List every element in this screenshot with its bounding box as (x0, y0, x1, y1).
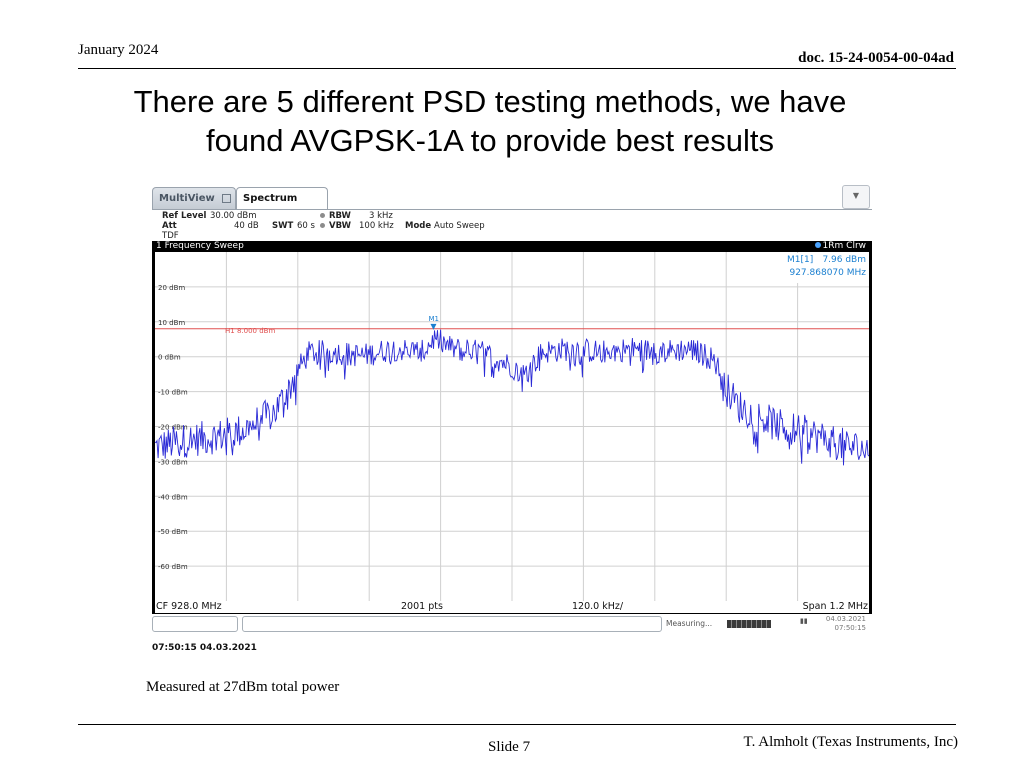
rbw-setting[interactable]: RBW (320, 211, 351, 221)
y-tick-label: -10 dBm (158, 389, 188, 397)
y-tick-label: 20 dBm (158, 284, 185, 292)
trace-legend-label: 1Rm Clrw (822, 241, 866, 251)
lxi-icon: ▮▮ (800, 617, 808, 625)
frequency-axis-bar: CF 928.0 MHz 2001 pts 120.0 kHz/ Span 1.… (152, 601, 872, 614)
status-box-message[interactable] (242, 616, 662, 632)
sweep-title-bar: 1 Frequency Sweep 1Rm Clrw (152, 241, 872, 252)
tab-divider (152, 209, 872, 210)
vbw-setting[interactable]: VBW (320, 221, 351, 231)
slide-title: There are 5 different PSD testing method… (60, 82, 920, 160)
progress-indicator (727, 620, 771, 628)
ref-level-label: Ref Level (162, 211, 207, 221)
header-date: January 2024 (78, 42, 159, 58)
marker-m1-label: M1 (428, 315, 439, 323)
chevron-down-icon: ▼ (852, 191, 860, 200)
y-tick-label: 0 dBm (158, 354, 181, 362)
tab-spectrum[interactable]: Spectrum (236, 187, 328, 209)
status-datetime: ▮▮ 04.03.2021 07:50:15 (800, 615, 866, 633)
dot-icon (320, 223, 325, 228)
slide-number: Slide 7 (488, 739, 531, 755)
y-tick-label: -50 dBm (158, 528, 188, 536)
marker-level: 7.96 dBm (822, 255, 866, 265)
slide-title-line2: found AVGPSK-1A to provide best results (205, 123, 775, 158)
dot-icon (320, 213, 325, 218)
spectrum-display: 20 dBm 10 dBm 0 dBm -10 dBm -20 dBm -30 dBm -4… (152, 252, 872, 614)
y-tick-label: -40 dBm (158, 493, 188, 501)
vbw-label: VBW (329, 221, 351, 231)
vbw-value[interactable]: 100 kHz (359, 221, 394, 231)
tab-multiview[interactable]: MultiView (152, 187, 236, 209)
screenshot-timestamp: 07:50:15 04.03.2021 (152, 643, 257, 653)
mode-label: Mode (405, 221, 432, 231)
marker-frequency: 927.868070 MHz (789, 268, 866, 278)
rbw-value[interactable]: 3 kHz (369, 211, 393, 221)
footer-rule (78, 724, 956, 725)
trace-legend[interactable]: 1Rm Clrw (814, 241, 866, 252)
swt-label: SWT (272, 221, 294, 231)
threshold-label: H1 8.000 dBm (225, 327, 275, 335)
mode-value[interactable]: Auto Sweep (434, 221, 485, 231)
frequency-per-division: 120.0 kHz/ (572, 601, 624, 612)
figure-caption: Measured at 27dBm total power (146, 679, 340, 695)
window-icon (222, 194, 231, 203)
sweep-title: 1 Frequency Sweep (156, 241, 244, 251)
marker-m1-triangle (430, 323, 437, 330)
marker-name: M1[1] (787, 255, 814, 265)
y-tick-label: 10 dBm (158, 319, 185, 327)
span[interactable]: Span 1.2 MHz (802, 601, 868, 612)
spectrum-analyzer-screenshot: MultiView Spectrum ▼ Ref Level 30.00 dBm… (152, 185, 872, 655)
header-rule (78, 68, 956, 69)
measuring-status: Measuring... (666, 619, 713, 628)
marker-info-box: M1[1] 7.96 dBm 927.868070 MHz (739, 253, 869, 283)
slide-title-line1: There are 5 different PSD testing method… (133, 84, 847, 119)
status-box-left[interactable] (152, 616, 238, 632)
status-row: Measuring... ▮▮ 04.03.2021 07:50:15 (152, 614, 872, 634)
center-frequency[interactable]: CF 928.0 MHz (156, 601, 222, 612)
y-tick-label: -30 dBm (158, 458, 188, 466)
tab-multiview-label: MultiView (159, 193, 215, 204)
trace-1-line (155, 329, 869, 466)
header-doc-id: doc. 15-24-0054-00-04ad (798, 50, 954, 66)
ref-level-value[interactable]: 30.00 dBm (210, 211, 257, 221)
dropdown-button[interactable]: ▼ (842, 185, 870, 209)
rbw-label: RBW (329, 211, 351, 221)
tdf-label: TDF (162, 231, 179, 241)
sweep-points[interactable]: 2001 pts (401, 601, 443, 612)
att-label: Att (162, 221, 177, 231)
tab-spectrum-label: Spectrum (243, 193, 298, 204)
swt-value[interactable]: 60 s (297, 221, 315, 231)
status-time: 07:50:15 (834, 624, 866, 632)
trace-dot-icon (814, 242, 821, 248)
author: T. Almholt (Texas Instruments, Inc) (743, 734, 958, 750)
att-value[interactable]: 40 dB (234, 221, 259, 231)
measurement-settings: Ref Level 30.00 dBm Att 40 dB SWT 60 s T… (152, 210, 872, 244)
status-date: 04.03.2021 (825, 615, 866, 623)
y-tick-label: -60 dBm (158, 563, 188, 571)
frequency-axis-bar-inner: CF 928.0 MHz 2001 pts 120.0 kHz/ Span 1.… (155, 601, 869, 613)
